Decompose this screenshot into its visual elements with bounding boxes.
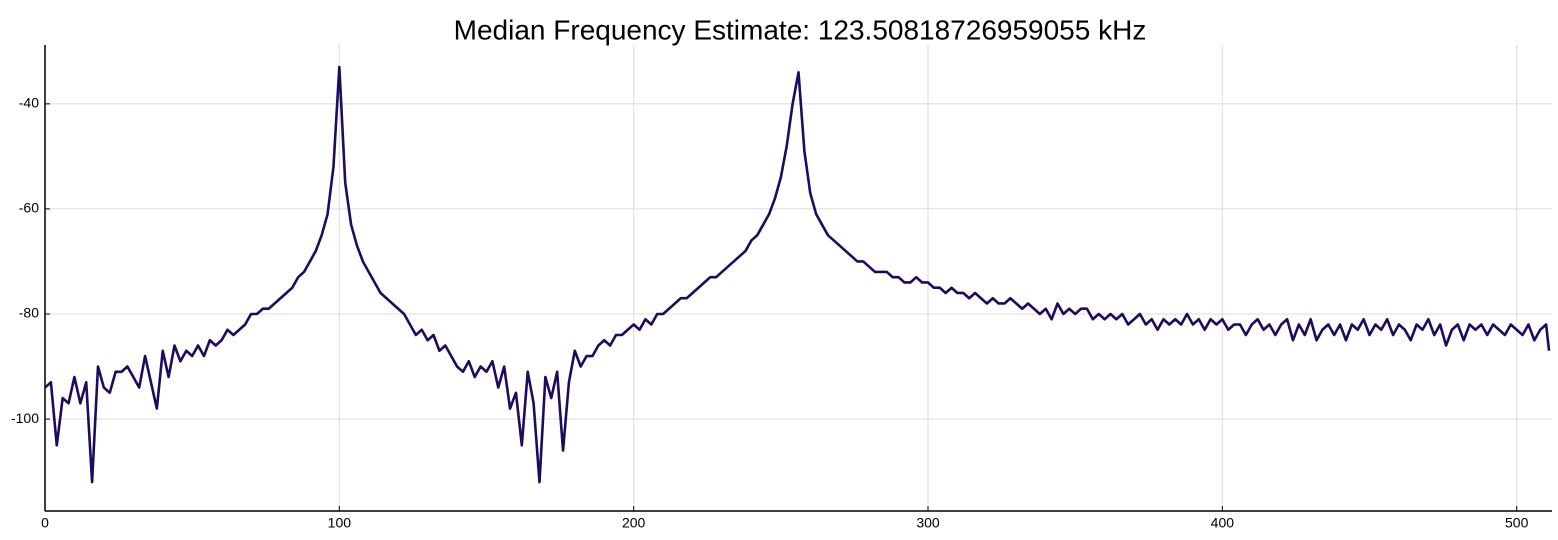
- y-tick-label: -80: [19, 305, 39, 321]
- data-line: [44, 65, 1551, 484]
- y-tick-label: -100: [11, 410, 39, 426]
- chart-title: Median Frequency Estimate: 123.508187269…: [454, 14, 1147, 45]
- x-tick-label: 500: [1505, 515, 1529, 531]
- y-tick-label: -40: [19, 95, 39, 111]
- x-tick-label: 100: [328, 515, 352, 531]
- x-tick-label: 400: [1211, 515, 1235, 531]
- y-tick-label: -60: [19, 200, 39, 216]
- x-tick-label: 300: [916, 515, 940, 531]
- x-tick-label: 0: [41, 515, 49, 531]
- x-tick-label: 200: [622, 515, 646, 531]
